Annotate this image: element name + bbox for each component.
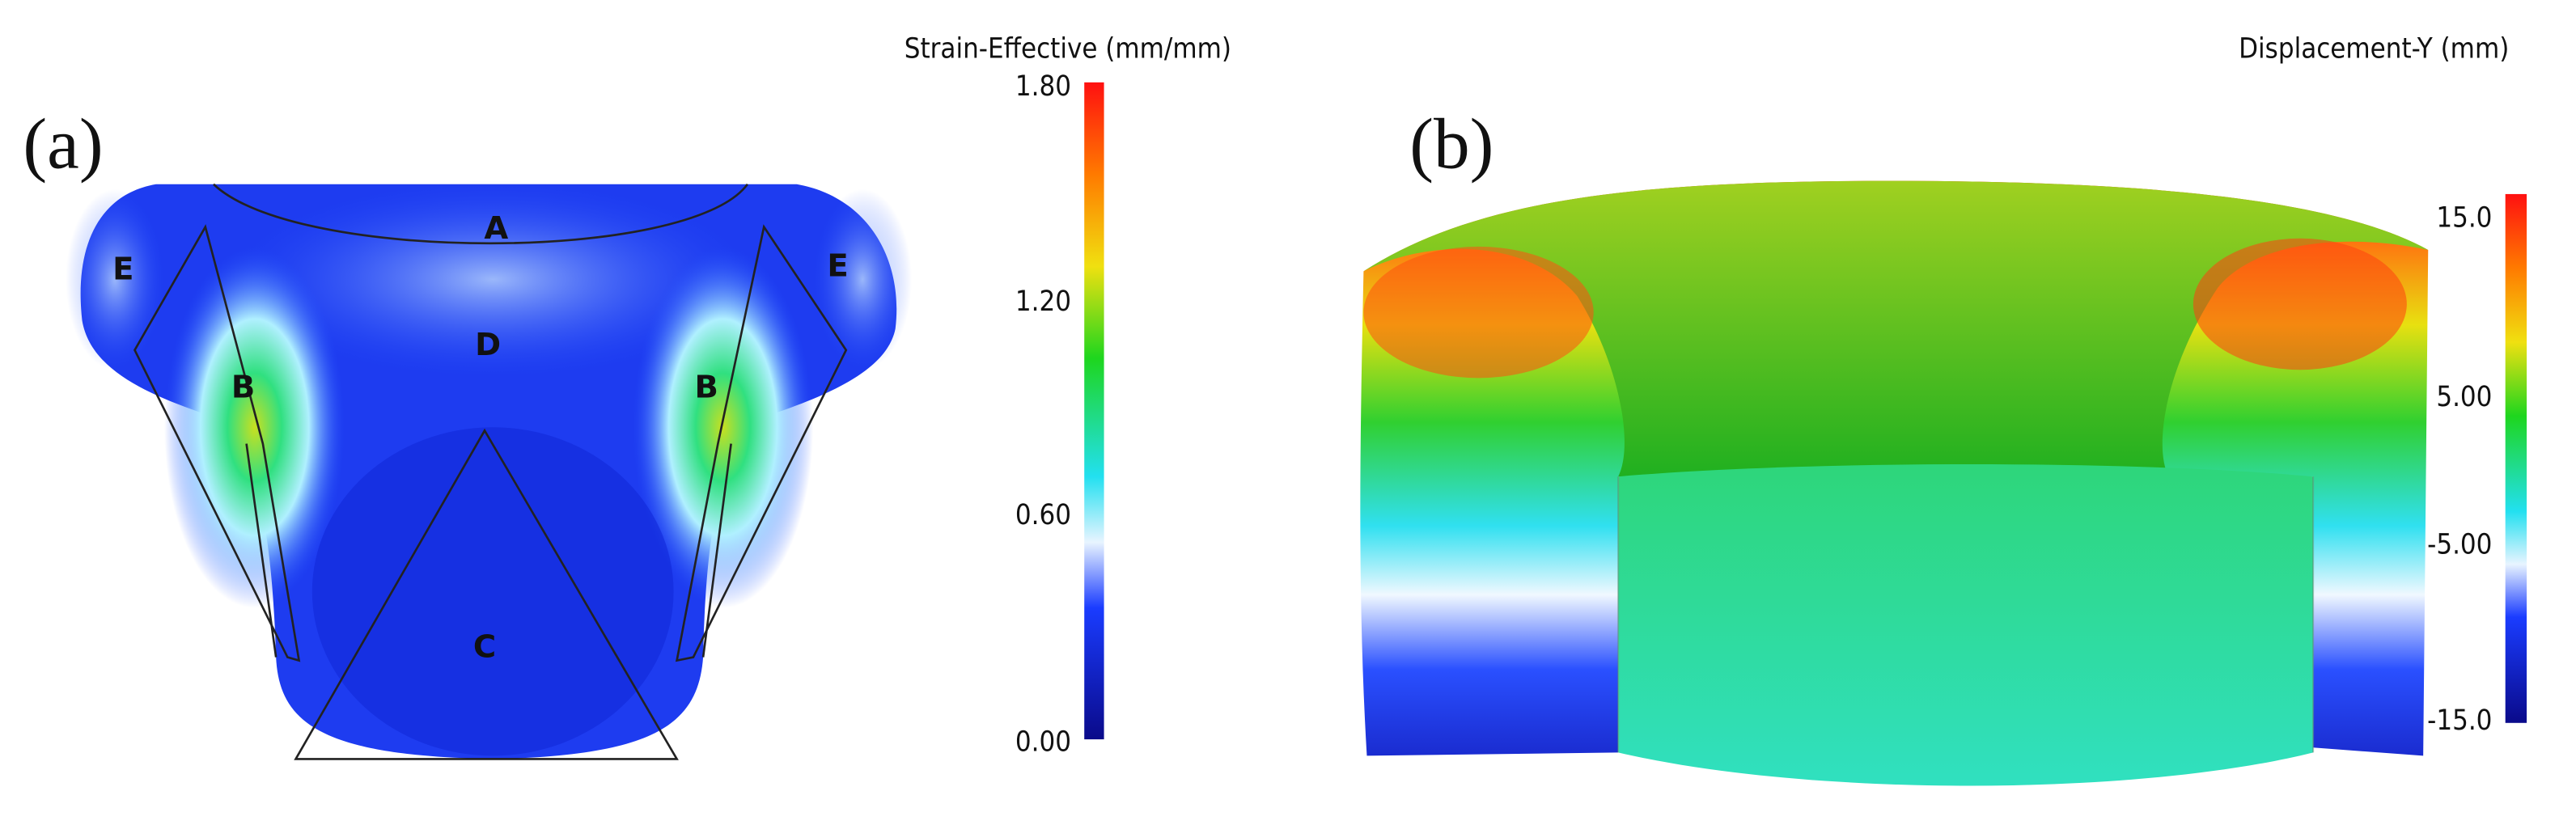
region-c-outline bbox=[294, 428, 679, 760]
region-a-outline bbox=[213, 183, 748, 245]
colorbar-b bbox=[2505, 193, 2527, 723]
region-b-right-outline bbox=[675, 224, 848, 662]
colorbar-a-tick: 0.00 bbox=[1015, 726, 1071, 758]
left-contour-line bbox=[245, 443, 278, 658]
region-label-e-right: E bbox=[827, 248, 848, 284]
region-label-e-left: E bbox=[112, 252, 133, 288]
region-label-d: D bbox=[475, 327, 501, 363]
colorbar-b-tick: -5.00 bbox=[2427, 529, 2492, 561]
colorbar-b-title: Displacement-Y (mm) bbox=[2239, 32, 2509, 65]
panel-b-label: (b) bbox=[1409, 104, 1493, 184]
region-label-b-right: B bbox=[694, 370, 718, 406]
strain-contour-part bbox=[66, 180, 912, 759]
region-label-c: C bbox=[473, 629, 496, 666]
region-outlines bbox=[133, 183, 848, 760]
region-label-b-left: B bbox=[231, 370, 255, 406]
displacement-contour-part bbox=[1360, 180, 2429, 786]
colorbar-a-tick: 0.60 bbox=[1015, 499, 1071, 531]
colorbar-b-tick: -15.0 bbox=[2427, 704, 2492, 737]
colorbar-b-tick: 5.00 bbox=[2436, 381, 2492, 413]
colorbar-a bbox=[1084, 82, 1104, 740]
colorbar-a-tick: 1.20 bbox=[1015, 286, 1071, 318]
region-label-a: A bbox=[484, 210, 508, 247]
colorbar-b-tick: 15.0 bbox=[2436, 202, 2492, 235]
panel-a-label: (a) bbox=[23, 104, 103, 184]
colorbar-a-tick: 1.80 bbox=[1015, 70, 1071, 103]
colorbar-a-title: Strain-Effective (mm/mm) bbox=[905, 32, 1231, 65]
region-b-left-outline bbox=[133, 224, 301, 662]
right-contour-line bbox=[701, 443, 732, 658]
